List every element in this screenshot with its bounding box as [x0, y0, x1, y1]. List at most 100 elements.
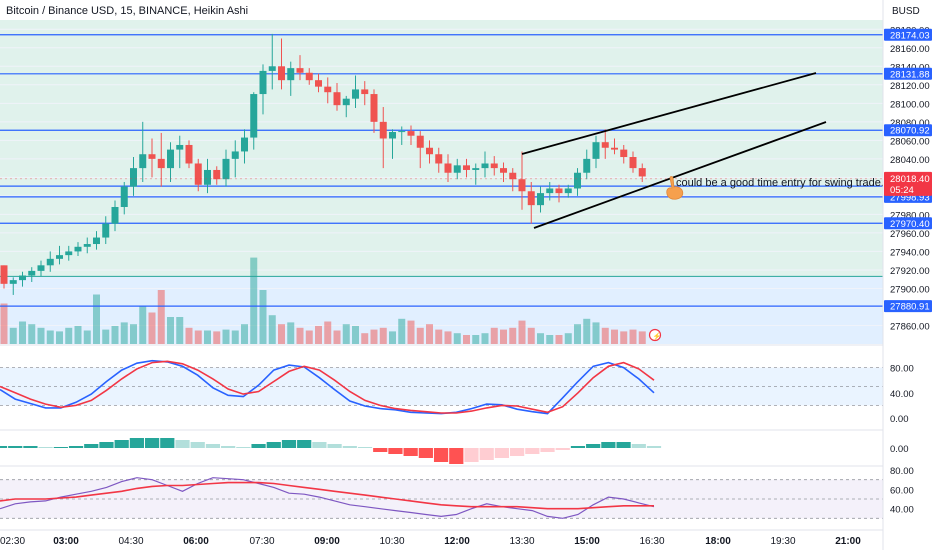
candle-body	[19, 275, 26, 281]
histogram-bar	[464, 448, 479, 462]
volume-bar	[490, 327, 498, 344]
candle-body	[241, 137, 248, 152]
rsi-line	[0, 477, 655, 519]
candle-body	[259, 70, 267, 95]
level-price-label: 27880.91	[890, 302, 930, 313]
volume-bar	[398, 318, 406, 344]
rsi-pane[interactable]	[0, 477, 883, 519]
histogram-bar	[510, 448, 525, 456]
channel-upper-line	[521, 72, 817, 155]
candle-body	[564, 188, 572, 194]
candle-body	[416, 135, 424, 148]
candle-body	[333, 92, 341, 106]
volume-bar	[592, 322, 600, 344]
histogram-bar	[144, 438, 160, 448]
candle-body	[46, 258, 54, 266]
stochastic-pane[interactable]	[0, 359, 883, 415]
volume-bar	[139, 306, 147, 344]
candle-body	[148, 154, 156, 159]
volume-bar	[407, 320, 415, 344]
candle-body	[296, 68, 304, 73]
candle-body	[65, 251, 73, 256]
candle-body	[9, 280, 17, 284]
histogram-bar	[540, 448, 555, 452]
volume-bar	[65, 327, 73, 344]
volume-bar	[305, 330, 313, 344]
annotation-text: could be a good time entry for swing tra…	[676, 177, 884, 189]
volume-bar	[435, 329, 443, 344]
price-axis[interactable]: 27860.0027880.0027900.0027920.0027940.00…	[882, 0, 932, 550]
level-price-tag	[884, 217, 932, 230]
candle-body	[315, 80, 322, 87]
candle-body	[389, 132, 396, 139]
volume-bar	[611, 329, 618, 344]
candle-body	[56, 255, 63, 259]
time-tick-label: 21:00	[835, 536, 861, 547]
candle-body	[278, 66, 285, 81]
candle-body	[93, 237, 100, 245]
histogram-bar	[205, 444, 221, 448]
volume-bar	[555, 335, 563, 344]
alert-glyph: ⚡	[653, 332, 662, 341]
currency-label: BUSD	[892, 6, 920, 17]
candle-body	[0, 265, 8, 284]
volume-bar	[148, 312, 156, 344]
hand-shape	[666, 176, 684, 200]
histogram-bar	[433, 448, 449, 462]
volume-bar	[574, 324, 581, 344]
volume-bar	[194, 330, 202, 344]
time-tick-label: 18:00	[705, 536, 731, 547]
volume-bar	[167, 317, 174, 344]
time-tick-label: 04:30	[118, 536, 143, 547]
volume-bar	[426, 324, 433, 344]
candle-body	[435, 154, 443, 164]
candle-body	[130, 168, 137, 187]
volume-bar	[157, 290, 165, 344]
price-tick-label: 28120.00	[890, 81, 930, 92]
time-tick-label: 07:30	[249, 536, 274, 547]
volume-bar	[352, 326, 359, 344]
histogram-pane[interactable]	[0, 438, 662, 464]
candle-body	[453, 165, 461, 173]
candle-body	[398, 131, 406, 133]
candle-body	[500, 168, 507, 173]
histogram-bar	[479, 448, 494, 460]
volume-bar	[93, 294, 100, 344]
price-tick-label: 28140.00	[890, 62, 930, 73]
pointing-hand-icon	[666, 176, 684, 200]
candle-body	[176, 144, 184, 150]
price-tick-label: 27960.00	[890, 229, 930, 240]
histogram-bar	[494, 448, 510, 458]
volume-bar	[601, 327, 609, 344]
candle-body	[361, 89, 369, 95]
price-pane[interactable]: could be a good time entry for swing tra…	[0, 20, 932, 531]
candle-body	[268, 66, 276, 71]
price-tick-label: 28160.00	[890, 44, 930, 55]
rsi-band	[0, 479, 883, 519]
histogram-bar	[342, 446, 357, 448]
price-axis-background	[883, 0, 932, 550]
volume-bar	[463, 335, 470, 344]
time-axis[interactable]: 02:30 03:00 04:30 06:00 07:30 09:00 10:30 12:00…	[0, 531, 883, 550]
candle-body	[28, 270, 36, 276]
support-zone-upper	[0, 20, 883, 277]
histogram-bar	[601, 442, 616, 448]
volume-bar	[130, 324, 137, 344]
volume-bar	[296, 327, 304, 344]
time-tick-label: 13:30	[509, 536, 534, 547]
histogram-bar	[236, 447, 251, 448]
histogram-bar	[68, 446, 84, 448]
price-tick-label: 28060.00	[890, 136, 930, 147]
volume-bar	[46, 330, 54, 344]
candle-body	[352, 89, 359, 99]
candle-body	[611, 147, 618, 150]
volume-bar	[9, 327, 17, 344]
volume-bar	[315, 326, 322, 344]
candle-body	[83, 244, 91, 247]
volume-bar	[222, 329, 230, 344]
time-tick-label: 06:00	[183, 536, 209, 547]
histogram-bar	[23, 446, 38, 448]
volume-bar	[278, 324, 285, 344]
volume-bar	[37, 327, 45, 344]
histogram-bar	[129, 438, 144, 448]
